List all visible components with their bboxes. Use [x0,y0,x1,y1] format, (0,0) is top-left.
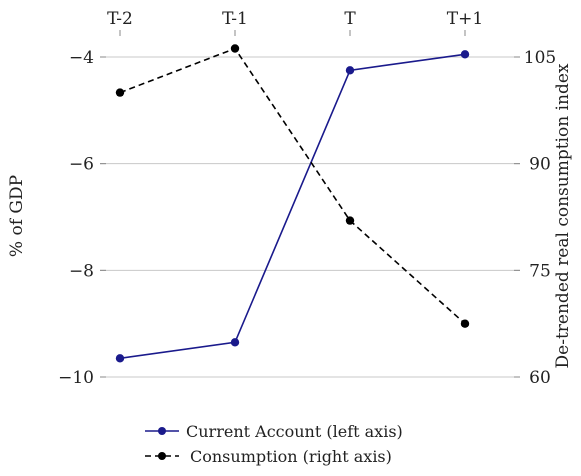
data-point-consumption [460,319,470,328]
right-tick-label: 75 [529,261,551,281]
legend-label-consumption: Consumption (right axis) [190,447,392,466]
x-tick-label: T+1 [447,9,483,29]
series-line-current-account [119,53,466,360]
legend-marker-current-account [158,427,166,435]
data-point-current-account [345,66,355,75]
right-tick-label: 105 [524,48,556,68]
data-point-consumption [115,88,125,97]
x-tick-label: T [344,9,356,29]
legend-item-current-account: Current Account (left axis) [145,422,403,441]
data-point-current-account [230,338,240,347]
legend: Current Account (left axis) Consumption … [140,414,440,470]
legend-label-current-account: Current Account (left axis) [186,422,403,441]
data-point-current-account [115,354,125,363]
legend-marker-consumption [158,452,166,460]
left-tick-label: −10 [58,368,94,388]
right-y-axis-title: De-trended real consumption index [553,63,573,368]
legend-item-consumption: Consumption (right axis) [145,447,392,466]
left-tick-label: −8 [69,261,94,281]
data-point-current-account [460,50,470,59]
left-tick-label: −6 [69,155,94,175]
left-y-axis-ticks: −4 −6 −8 −10 [58,48,106,388]
left-y-axis-title: % of GDP [7,175,27,257]
gridlines [100,56,520,378]
x-tick-label: T-2 [107,9,133,29]
series [115,44,470,363]
left-tick-label: −4 [69,48,94,68]
x-axis-ticks: T-2 T-1 T T+1 [107,9,483,36]
right-tick-label: 60 [529,368,551,388]
legend-box [140,414,440,470]
right-tick-label: 90 [529,155,551,175]
data-point-consumption [345,216,355,225]
right-y-axis-ticks: 105 90 75 60 [514,48,556,388]
series-line-consumption [119,47,466,325]
x-tick-label: T-1 [222,9,248,29]
data-point-consumption [230,44,240,53]
